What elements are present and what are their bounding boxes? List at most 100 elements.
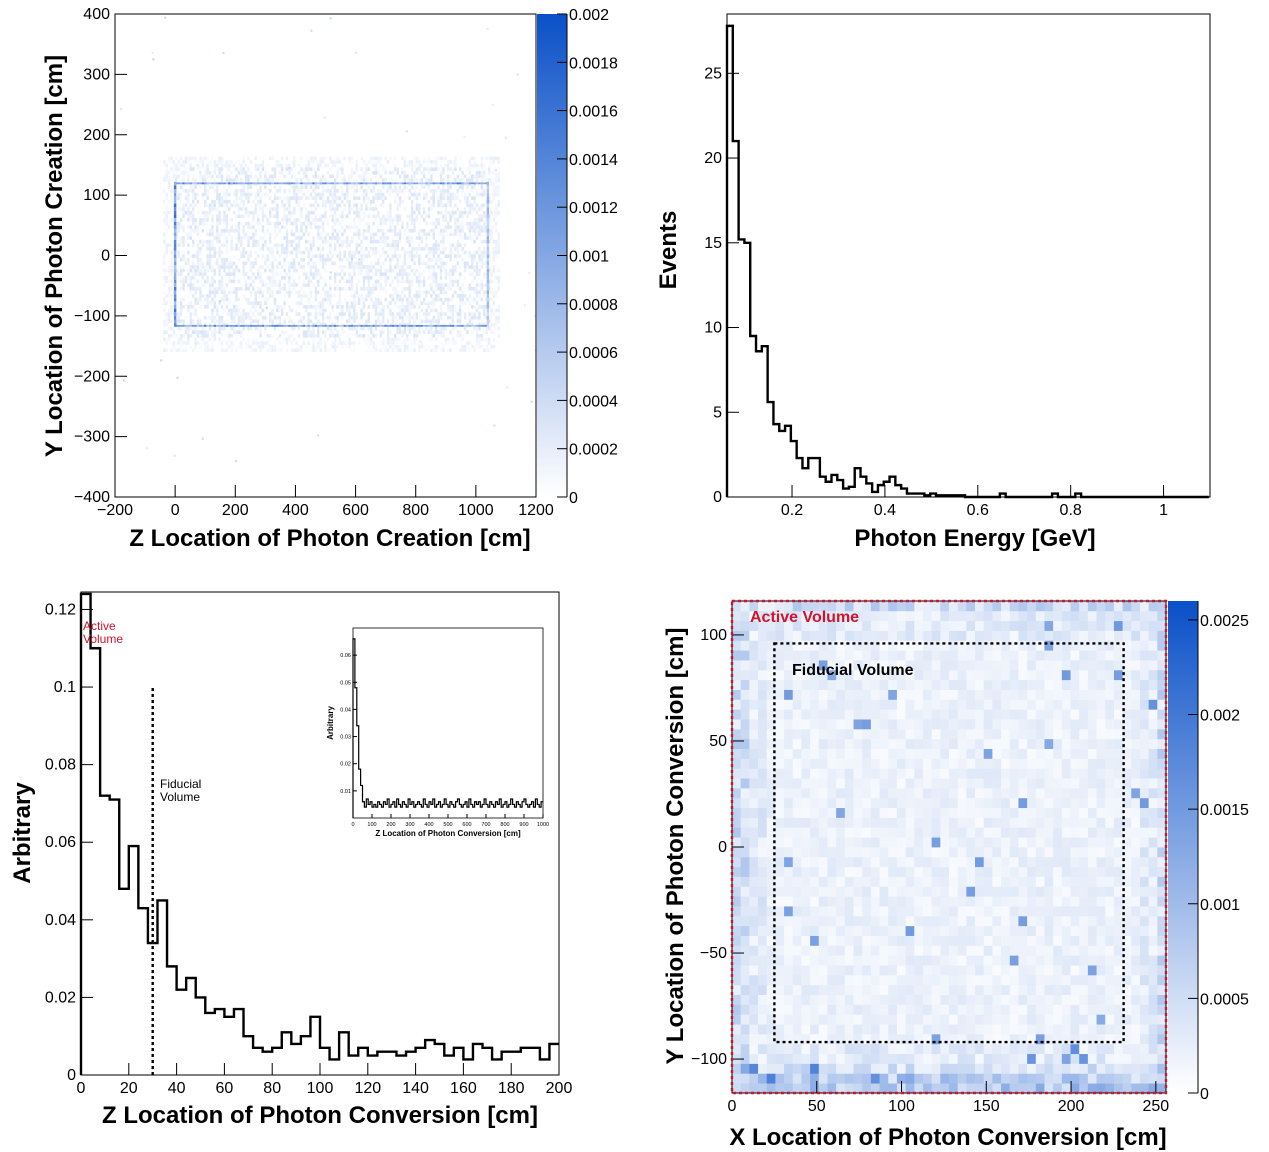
heatmap-cell [280,330,284,334]
heatmap-cell [475,182,479,185]
heatmap-cell [367,167,371,171]
x-tick-label: 100 [307,1080,334,1097]
heatmap-cell [240,214,243,219]
heatmap-cell [256,286,260,291]
heatmap-cell [382,228,385,233]
heatmap-cell [449,312,452,316]
heatmap-cell [480,250,484,255]
heatmap-cell [177,163,180,168]
heatmap-cell [360,247,363,251]
heatmap-cell [367,239,371,244]
heatmap-cell [486,315,490,320]
heatmap-cell [418,156,421,161]
heatmap-cell [446,163,450,168]
heatmap-cell [333,218,337,222]
heatmap-cell [276,250,279,255]
heatmap-cell [232,182,236,185]
heatmap-cell [382,326,385,331]
heatmap-cell [732,610,742,622]
heatmap-cell [410,203,414,208]
heatmap-cell [766,728,776,740]
heatmap-cell [740,896,750,907]
heatmap-cell [468,286,472,291]
heatmap-cell [434,308,438,313]
heatmap-cell [471,305,474,309]
heatmap-cell [218,214,221,219]
heatmap-cell [473,290,476,295]
heatmap-cell [249,174,253,179]
heatmap-cell [766,669,776,681]
heatmap-cell [374,326,378,331]
heatmap-cell [235,348,238,353]
x-tick-label: 0 [171,502,180,519]
heatmap-cell [247,185,250,190]
heatmap-cell [182,182,185,185]
heatmap-cell [422,297,426,302]
heatmap-cell [485,337,488,342]
heatmap-cell [175,178,178,182]
heatmap-cell [172,163,176,168]
heatmap-cell [290,174,294,179]
heatmap-cell [471,225,474,229]
heatmap-cell [249,276,253,280]
heatmap-cell [259,247,262,251]
heatmap-cell [319,156,322,161]
heatmap-cell [326,182,330,185]
heatmap-cell [213,305,217,309]
heatmap-cell [362,214,366,219]
heatmap-cell [165,225,168,229]
heatmap-cell [276,182,279,185]
heatmap-cell [398,305,402,309]
heatmap-cell [336,344,339,349]
heatmap-cell [480,286,484,291]
heatmap-cell [173,214,177,219]
heatmap-cell [199,290,202,295]
heatmap-cell [317,218,320,222]
heatmap-cell [732,660,742,671]
heatmap-cell [430,286,433,291]
heatmap-cell [454,308,457,313]
heatmap-cell [278,315,281,320]
heatmap-cell [396,192,399,197]
heatmap-cell [437,294,440,298]
heatmap-cell [420,185,423,190]
heatmap-cell [216,305,219,309]
heatmap-cell [333,207,337,211]
heatmap-cell [775,1063,785,1074]
heatmap-cell [732,1004,742,1015]
heatmap-cell [259,221,262,226]
heatmap-cell [403,163,407,168]
heatmap-cell [449,160,452,164]
heatmap-cell [317,305,320,309]
heatmap-cell [297,301,301,306]
heatmap-cell [312,337,315,342]
heatmap-cell [382,196,385,200]
heatmap-cell [468,199,472,204]
heatmap-cell [408,308,411,313]
heatmap-cell [206,257,209,262]
heatmap-cell [288,243,291,248]
heatmap-cell [331,326,334,331]
heatmap-cell [321,236,325,240]
heatmap-cell [389,247,392,251]
heatmap-cell [370,239,373,244]
heatmap-cell [341,315,344,320]
heatmap-cell [486,247,490,251]
heatmap-cell [348,210,351,215]
heatmap-cell [449,272,452,277]
heatmap-cell [312,341,315,345]
heatmap-cell [437,324,440,327]
heatmap-cell [749,630,759,641]
heatmap-cell [167,290,171,295]
heatmap-cell [442,218,445,222]
heatmap-cell [758,1083,768,1094]
heatmap-cell [360,185,363,190]
heatmap-cell [468,228,472,233]
heatmap-cell [784,994,794,1005]
heatmap-cell [775,945,785,956]
heatmap-cell [191,167,195,171]
heatmap-cell [427,337,431,342]
heatmap-cell [355,247,358,251]
heatmap-cell [288,189,291,193]
heatmap-cell [191,228,195,233]
